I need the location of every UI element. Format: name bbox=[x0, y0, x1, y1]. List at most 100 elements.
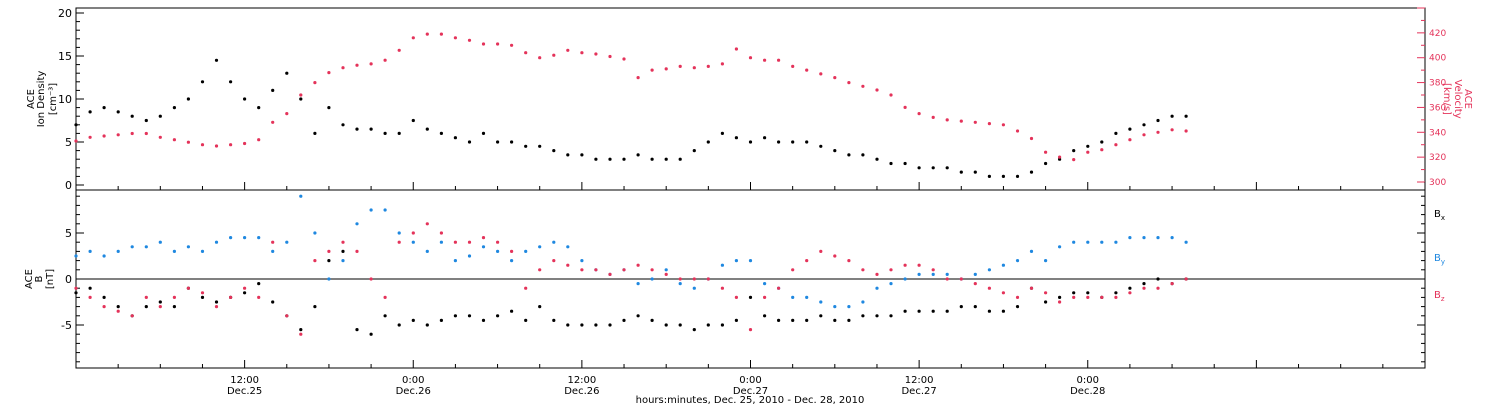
density-point bbox=[847, 153, 851, 157]
bx-point bbox=[1142, 282, 1146, 286]
bx-point bbox=[383, 314, 387, 318]
velocity-point bbox=[706, 64, 710, 68]
bz-point bbox=[383, 295, 387, 299]
density-point bbox=[622, 157, 626, 161]
bx-point bbox=[496, 314, 500, 318]
by-point bbox=[1184, 240, 1188, 244]
by-point bbox=[720, 263, 725, 267]
density-point bbox=[1170, 114, 1174, 118]
x-tick-label-date: Dec.27 bbox=[901, 386, 936, 397]
velocity-point bbox=[847, 81, 851, 85]
bz-point bbox=[552, 259, 556, 263]
bx-point bbox=[257, 282, 261, 286]
by-point bbox=[1100, 240, 1104, 244]
bx-point bbox=[594, 323, 598, 327]
density-point bbox=[791, 140, 795, 144]
velocity-point bbox=[917, 112, 921, 116]
by-point bbox=[285, 240, 289, 244]
legend-by-sub: y bbox=[1441, 258, 1445, 266]
bx-point bbox=[102, 295, 106, 299]
density-point bbox=[200, 80, 205, 84]
velocity-point bbox=[144, 131, 148, 136]
bx-point bbox=[341, 249, 345, 253]
top-panel-frame bbox=[75, 7, 1426, 191]
axis-labels: 05101520300320340360380400420-50512:00De… bbox=[58, 7, 1446, 397]
bz-point bbox=[130, 314, 134, 318]
by-point bbox=[1029, 249, 1034, 253]
bz-point bbox=[959, 277, 963, 281]
by-point bbox=[229, 236, 233, 240]
by-point bbox=[102, 254, 106, 258]
velocity-point bbox=[959, 119, 963, 123]
bz-point bbox=[608, 272, 612, 276]
bz-point bbox=[973, 282, 977, 286]
bz-point bbox=[1001, 291, 1006, 295]
density-point bbox=[243, 97, 247, 101]
velocity-point bbox=[664, 67, 668, 71]
x-tick-label-date: Dec.26 bbox=[396, 386, 431, 397]
bz-point bbox=[467, 240, 472, 244]
by-point bbox=[144, 245, 148, 249]
bz-point bbox=[172, 295, 176, 299]
velocity-point bbox=[116, 133, 120, 137]
density-point bbox=[496, 140, 500, 144]
density-point bbox=[664, 157, 668, 161]
bx-point bbox=[1086, 291, 1090, 295]
density-point bbox=[777, 140, 781, 144]
velocity-point bbox=[243, 141, 247, 146]
by-point bbox=[243, 236, 247, 240]
velocity-point bbox=[763, 58, 767, 62]
bx-point bbox=[706, 323, 710, 327]
bx-point bbox=[88, 286, 92, 290]
velocity-point bbox=[186, 140, 190, 144]
velocity-point bbox=[383, 58, 387, 62]
legend-bz-sub: z bbox=[1441, 295, 1445, 303]
density-point bbox=[271, 88, 275, 92]
bx-point bbox=[763, 314, 767, 318]
density-point bbox=[1184, 114, 1188, 118]
density-point bbox=[1142, 123, 1146, 127]
bx-point bbox=[777, 318, 781, 322]
by-point bbox=[1044, 259, 1048, 263]
velocity-point bbox=[748, 56, 753, 60]
velocity-point bbox=[973, 120, 977, 124]
bx-point bbox=[1015, 305, 1020, 309]
by-point bbox=[1142, 236, 1146, 240]
bx-point bbox=[734, 318, 739, 322]
x-tick-label-date: Dec.28 bbox=[1070, 386, 1105, 397]
velocity-point bbox=[172, 138, 176, 142]
by-point bbox=[214, 240, 219, 244]
bx-point bbox=[580, 323, 584, 327]
velocity-point bbox=[229, 143, 233, 147]
by-point bbox=[945, 272, 949, 276]
top-panel-series bbox=[74, 32, 1188, 178]
bz-point bbox=[481, 236, 486, 240]
top-right-tick-label: 360 bbox=[1429, 103, 1446, 113]
bottom-left-tick-label: 0 bbox=[65, 273, 72, 286]
bz-point bbox=[763, 295, 767, 299]
top-right-tick-label: 400 bbox=[1429, 54, 1446, 64]
bx-point bbox=[453, 314, 457, 318]
velocity-point bbox=[313, 81, 317, 85]
legend-bx: Bx bbox=[1434, 209, 1445, 222]
bx-point bbox=[144, 305, 148, 309]
velocity-point bbox=[945, 118, 949, 122]
bx-point bbox=[805, 318, 809, 322]
by-point bbox=[383, 208, 387, 212]
bz-point bbox=[1156, 286, 1160, 290]
by-point bbox=[313, 231, 317, 235]
bx-point bbox=[889, 314, 893, 318]
bx-point bbox=[481, 318, 486, 322]
bx-point bbox=[566, 323, 570, 327]
density-point bbox=[397, 131, 401, 135]
velocity-point bbox=[88, 135, 92, 139]
bx-point bbox=[411, 318, 415, 322]
bz-point bbox=[931, 268, 935, 272]
by-point bbox=[650, 277, 654, 281]
velocity-point bbox=[903, 105, 907, 109]
velocity-point bbox=[777, 58, 781, 62]
bz-point bbox=[791, 268, 795, 272]
bx-point bbox=[243, 291, 247, 295]
bz-point bbox=[200, 291, 205, 295]
